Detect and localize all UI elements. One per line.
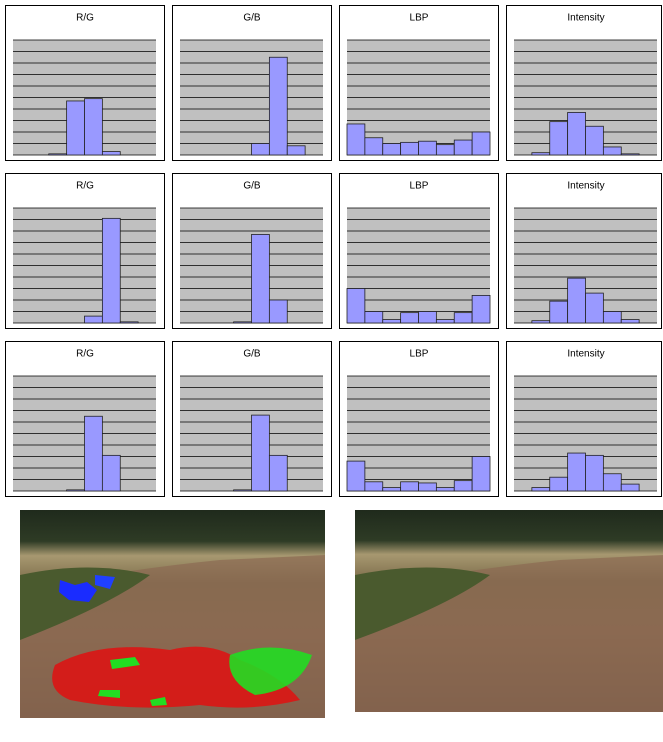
chart: Intensity bbox=[506, 341, 662, 497]
bar bbox=[346, 288, 366, 324]
bar bbox=[453, 480, 473, 492]
bar bbox=[453, 312, 473, 324]
chart-title: Intensity bbox=[567, 13, 604, 24]
bar bbox=[602, 311, 622, 324]
chart-title: Intensity bbox=[567, 349, 604, 360]
bar bbox=[346, 123, 366, 156]
chart-title: LBP bbox=[410, 13, 429, 24]
bar bbox=[602, 473, 622, 492]
bar bbox=[453, 139, 473, 156]
chart: LBP bbox=[339, 341, 499, 497]
bar bbox=[251, 234, 270, 324]
chart-title: G/B bbox=[243, 13, 261, 24]
chart: R/G bbox=[5, 173, 165, 329]
bar bbox=[382, 143, 402, 156]
bar bbox=[364, 137, 384, 156]
chart: R/G bbox=[5, 341, 165, 497]
bar bbox=[84, 415, 103, 492]
bar bbox=[531, 320, 551, 324]
bar bbox=[101, 454, 121, 492]
chart-title: Intensity bbox=[567, 181, 604, 192]
bar bbox=[233, 489, 252, 492]
bar bbox=[251, 414, 270, 492]
bar bbox=[251, 143, 270, 156]
bar bbox=[66, 489, 85, 492]
bar bbox=[567, 112, 586, 156]
bar bbox=[418, 482, 437, 492]
bar bbox=[101, 217, 121, 324]
bar bbox=[620, 483, 640, 492]
bar bbox=[400, 481, 419, 492]
bar bbox=[382, 319, 402, 324]
chart-title: G/B bbox=[243, 181, 261, 192]
bar bbox=[435, 144, 455, 156]
chart: G/B bbox=[172, 5, 332, 161]
bar bbox=[567, 452, 586, 492]
bar bbox=[549, 300, 569, 324]
bar bbox=[101, 151, 121, 156]
bar bbox=[471, 456, 491, 492]
bar bbox=[531, 152, 551, 156]
bar bbox=[549, 476, 569, 492]
chart-title: LBP bbox=[410, 349, 429, 360]
bar bbox=[585, 292, 604, 324]
bar bbox=[84, 315, 103, 324]
bar bbox=[268, 454, 288, 492]
bar bbox=[435, 487, 455, 492]
chart: Intensity bbox=[506, 173, 662, 329]
bar bbox=[286, 145, 306, 156]
chart-title: R/G bbox=[76, 13, 94, 24]
bar bbox=[585, 125, 604, 156]
bar bbox=[119, 321, 139, 324]
bar bbox=[400, 141, 419, 156]
bar bbox=[48, 153, 68, 156]
photo-left bbox=[20, 510, 325, 718]
bar bbox=[233, 321, 252, 324]
bar bbox=[84, 98, 103, 156]
bar bbox=[418, 140, 437, 156]
chart-title: LBP bbox=[410, 181, 429, 192]
bar bbox=[346, 460, 366, 492]
bar bbox=[268, 56, 288, 156]
bar bbox=[364, 481, 384, 492]
bar bbox=[585, 454, 604, 492]
chart: LBP bbox=[339, 5, 499, 161]
bar bbox=[382, 487, 402, 492]
chart: G/B bbox=[172, 341, 332, 497]
chart-title: R/G bbox=[76, 349, 94, 360]
chart: G/B bbox=[172, 173, 332, 329]
bar bbox=[602, 146, 622, 156]
bar bbox=[400, 312, 419, 324]
bar bbox=[567, 277, 586, 324]
bar bbox=[364, 311, 384, 324]
bar bbox=[471, 131, 491, 156]
bar bbox=[620, 153, 640, 156]
chart: Intensity bbox=[506, 5, 662, 161]
bar bbox=[268, 299, 288, 324]
bar bbox=[66, 100, 85, 156]
chart: LBP bbox=[339, 173, 499, 329]
photo-right bbox=[355, 510, 663, 712]
bar bbox=[435, 319, 455, 324]
bar bbox=[620, 319, 640, 324]
chart: R/G bbox=[5, 5, 165, 161]
chart-title: R/G bbox=[76, 181, 94, 192]
bar bbox=[418, 311, 437, 324]
bar bbox=[531, 487, 551, 492]
chart-title: G/B bbox=[243, 349, 261, 360]
bar bbox=[471, 294, 491, 324]
bar bbox=[549, 121, 569, 156]
